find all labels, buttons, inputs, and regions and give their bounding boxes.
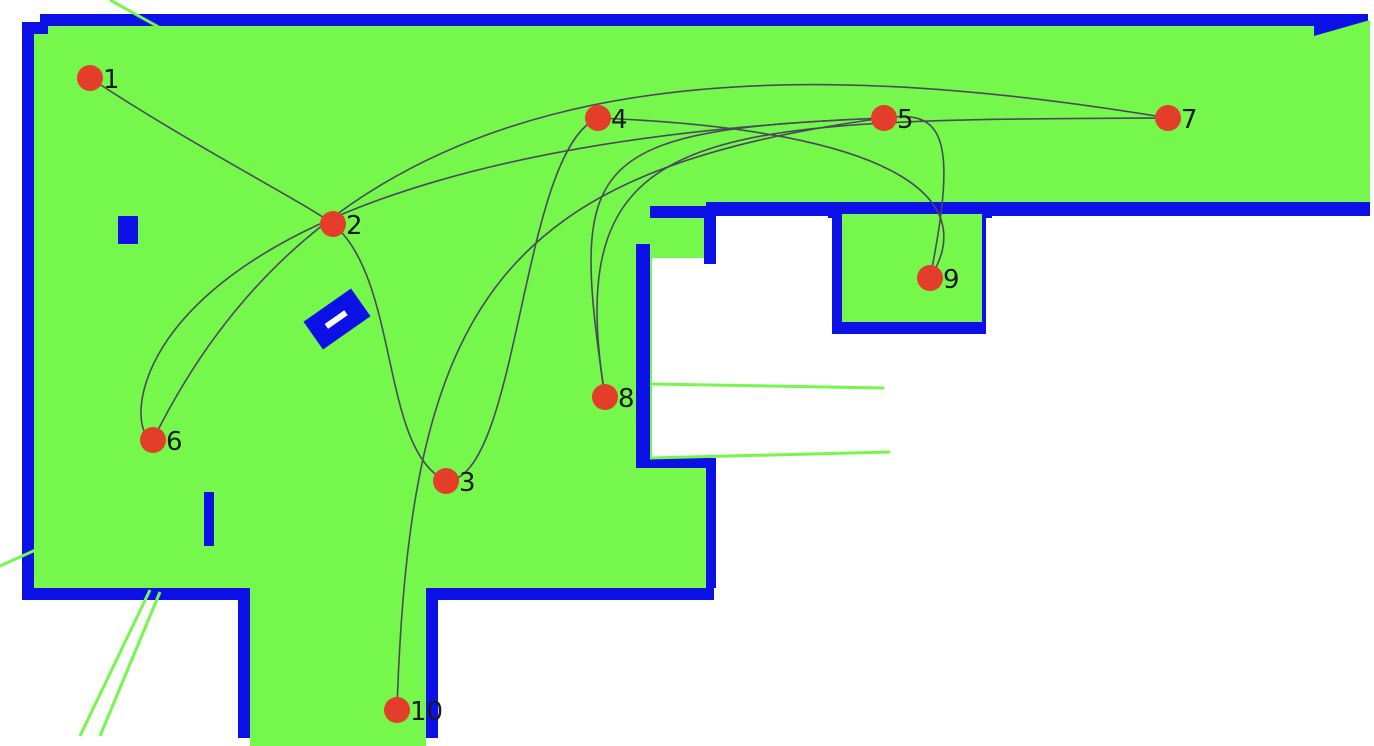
waypoint-label: 10 (410, 697, 443, 727)
waypoint-marker[interactable] (1155, 105, 1181, 131)
waypoint-marker[interactable] (320, 211, 346, 237)
unknown-notch-free-cut-2 (986, 218, 1374, 746)
route-2-3 (332, 223, 447, 482)
obstacle-thin (204, 492, 214, 546)
waypoint-label: 6 (166, 427, 183, 457)
waypoint-10[interactable]: 10 (384, 697, 443, 727)
route-6-7 (152, 83, 1169, 441)
waypoint-7[interactable]: 7 (1155, 105, 1198, 135)
waypoint-4[interactable]: 4 (585, 105, 628, 135)
waypoint-marker[interactable] (585, 105, 611, 131)
free-corridor-tip (1300, 20, 1370, 210)
route-5-10 (396, 117, 885, 711)
waypoint-marker[interactable] (77, 65, 103, 91)
wall-corridor-bottom (716, 202, 834, 216)
route-7-8 (596, 117, 1169, 398)
free-top-corridor (48, 26, 1314, 202)
interior-obstacle (118, 216, 371, 546)
waypoint-5[interactable]: 5 (871, 105, 914, 135)
route-3-4 (445, 117, 599, 482)
waypoint-8[interactable]: 8 (592, 384, 635, 414)
waypoint-label: 3 (459, 468, 476, 498)
wall-notch-top (650, 206, 716, 218)
wall-notch-right (704, 206, 716, 264)
unknown-notch-free-cut (714, 218, 832, 746)
waypoint-3[interactable]: 3 (433, 468, 476, 498)
waypoint-2[interactable]: 2 (320, 211, 363, 241)
route-1-2 (89, 77, 334, 225)
unknown-inner-gap-cut (652, 258, 714, 466)
route-5-6 (140, 117, 885, 441)
waypoint-marker[interactable] (433, 468, 459, 494)
wall-notch-bottom (650, 458, 716, 468)
waypoint-marker[interactable] (592, 384, 618, 410)
free-alcove (842, 214, 982, 322)
waypoint-label: 9 (943, 265, 960, 295)
waypoint-marker[interactable] (384, 697, 410, 723)
route-9-5 (883, 115, 945, 279)
route-4-9 (597, 117, 945, 279)
obstacle-highlight (324, 310, 348, 329)
obstacle-small (118, 216, 138, 244)
waypoint-marker[interactable] (140, 427, 166, 453)
routes-layer (89, 77, 1169, 711)
waypoint-label: 5 (897, 105, 914, 135)
waypoints-layer: 1 2 3 4 5 6 7 8 9 10 (77, 65, 1198, 727)
waypoint-label: 7 (1181, 105, 1198, 135)
waypoint-marker[interactable] (917, 265, 943, 291)
waypoint-label: 8 (618, 384, 635, 414)
waypoint-label: 2 (346, 211, 363, 241)
wall-corridor-bottom-right (986, 202, 1370, 216)
wall-notch-left (636, 244, 650, 468)
waypoint-6[interactable]: 6 (140, 427, 183, 457)
waypoint-label: 1 (103, 65, 120, 95)
waypoint-label: 4 (611, 105, 628, 135)
unknown-notch-free-cut-3 (828, 334, 988, 746)
waypoint-1[interactable]: 1 (77, 65, 120, 95)
waypoint-9[interactable]: 9 (917, 265, 960, 295)
wall-room-right (706, 460, 716, 588)
waypoint-marker[interactable] (871, 105, 897, 131)
route-8-5 (590, 117, 885, 398)
